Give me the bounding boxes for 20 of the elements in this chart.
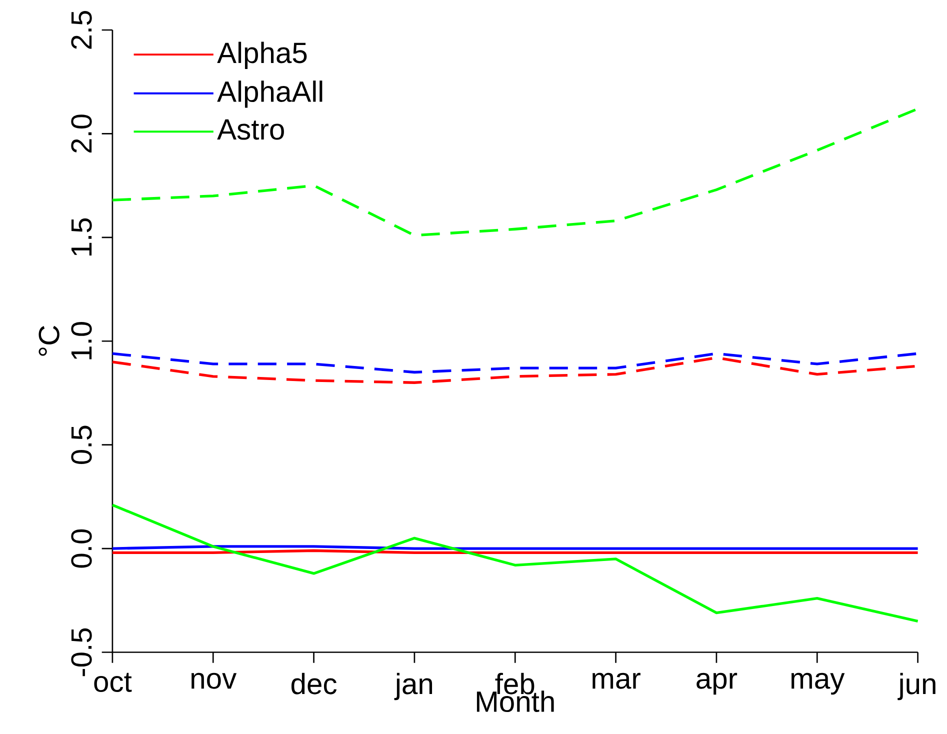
x-tick-label: jan <box>394 672 432 700</box>
x-tick-label: mar <box>592 672 640 689</box>
legend-label: Astro <box>217 119 284 140</box>
y-tick-label: 2.5 <box>71 11 92 49</box>
line-series <box>111 504 920 623</box>
x-tick-label: may <box>791 672 845 695</box>
y-axis-title: °C <box>38 326 60 356</box>
y-tick-label: 2.0 <box>71 114 92 153</box>
y-tick-label: 1.5 <box>71 218 92 256</box>
y-tick-label: 0.0 <box>71 529 92 568</box>
x-tick-label: jun <box>898 672 936 700</box>
y-tick-label: -0.5 <box>71 628 92 676</box>
y-tick-label: 0.5 <box>71 426 92 464</box>
x-tick-label: apr <box>696 672 738 695</box>
legend-label: Alpha5 <box>217 42 307 70</box>
legend-label: AlphaAll <box>217 80 322 108</box>
x-tick-label: oct <box>94 672 132 692</box>
x-tick-label: dec <box>291 672 337 694</box>
y-tick-label: 1.0 <box>71 322 92 360</box>
x-tick-label: nov <box>192 672 237 689</box>
